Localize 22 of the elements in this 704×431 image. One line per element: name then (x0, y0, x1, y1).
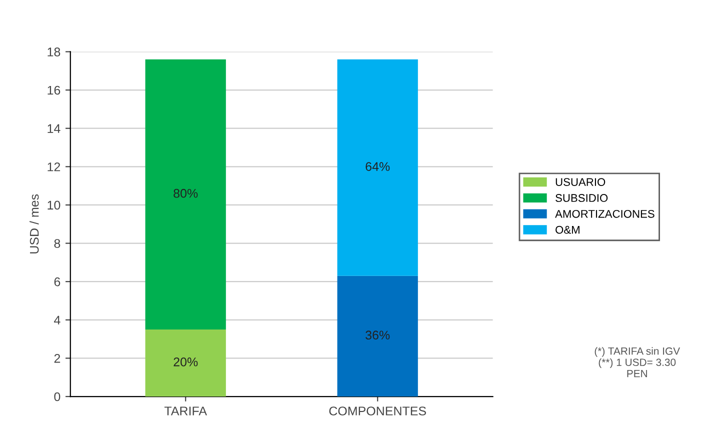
y-tick-label: 2 (54, 354, 60, 363)
legend-label: AMORTIZACIONES (555, 210, 654, 218)
annotation: 20% (174, 358, 198, 366)
y-tick-label: 0 (54, 392, 60, 402)
annotation: 80% (174, 188, 198, 198)
annotation: 36% (366, 330, 390, 340)
x-tick-label: TARIFA (164, 406, 207, 416)
y-tick-label: 8 (54, 239, 60, 248)
y-tick-label: 16 (48, 86, 60, 95)
text: (*) TARIFA sin IGV (**) 1 USD= 3.30 PEN (594, 347, 680, 378)
y-axis-title: USD / mes (30, 194, 39, 254)
y-tick-label: 4 (54, 316, 60, 324)
legend-label: O&M (556, 226, 580, 234)
legend-label: SUBSIDIO (556, 194, 608, 202)
y-tick-label: 14 (48, 124, 60, 133)
y-tick-label: 6 (54, 277, 60, 286)
legend-label: USUARIO (556, 178, 606, 186)
y-tick-label: 10 (48, 200, 60, 210)
y-tick-label: 12 (48, 162, 60, 172)
y-tick-label: 18 (48, 48, 60, 56)
annotation: 64% (366, 162, 390, 171)
x-tick-label: COMPONENTES (329, 406, 426, 416)
